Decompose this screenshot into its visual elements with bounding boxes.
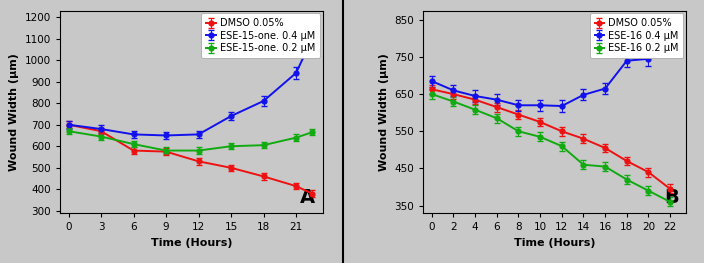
Legend: DMSO 0.05%, ESE-16 0.4 μM, ESE-16 0.2 μM: DMSO 0.05%, ESE-16 0.4 μM, ESE-16 0.2 μM [590, 13, 684, 58]
Legend: DMSO 0.05%, ESE-15-one. 0.4 μM, ESE-15-one. 0.2 μM: DMSO 0.05%, ESE-15-one. 0.4 μM, ESE-15-o… [201, 13, 320, 58]
Text: B: B [664, 188, 679, 207]
Text: A: A [300, 188, 315, 207]
Y-axis label: Wound Width (μm): Wound Width (μm) [9, 53, 19, 171]
X-axis label: Time (Hours): Time (Hours) [151, 237, 232, 247]
X-axis label: Time (Hours): Time (Hours) [514, 237, 596, 247]
Y-axis label: Wound Width (μm): Wound Width (μm) [379, 53, 389, 171]
